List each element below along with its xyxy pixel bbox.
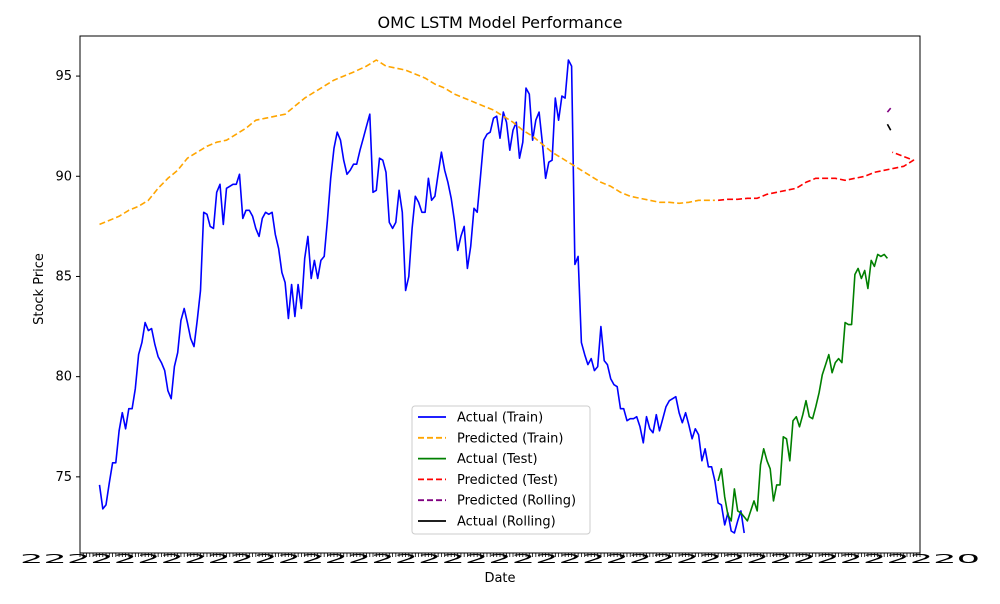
y-tick-label: 95 — [55, 69, 72, 84]
plot-area — [98, 59, 915, 534]
y-tick-label: 80 — [55, 370, 72, 385]
x-axis-label: Date — [484, 571, 515, 586]
axes: 75 80 85 90 95 222222222222222222222222222222… — [20, 35, 980, 566]
chart-title: OMC LSTM Model Performance — [378, 13, 623, 32]
series-line-2 — [99, 59, 715, 226]
legend-label: Predicted (Rolling) — [457, 494, 576, 509]
series-line-1 — [98, 59, 745, 534]
y-axis-label: Stock Price — [32, 253, 47, 325]
legend-label: Actual (Test) — [457, 452, 538, 467]
x-ticks — [79, 553, 921, 557]
y-tick-label: 90 — [55, 169, 72, 184]
legend-label: Predicted (Test) — [457, 473, 558, 488]
legend-label: Actual (Train) — [457, 411, 543, 426]
series-line-6 — [886, 123, 892, 131]
y-tick-label: 75 — [55, 470, 72, 485]
series-line-4 — [718, 151, 915, 202]
legend-label: Predicted (Train) — [457, 431, 564, 446]
legend-box — [411, 405, 591, 535]
y-tick-label: 85 — [55, 269, 72, 284]
series-line-5 — [886, 107, 892, 113]
x-tick-labels-overlapped: 2222222222222222222222222222222222222222… — [20, 552, 980, 566]
series-line-3 — [717, 253, 889, 522]
legend-label: Actual (Rolling) — [457, 515, 556, 530]
legend: Actual (Train) Predicted (Train) Actual (T… — [411, 405, 591, 535]
